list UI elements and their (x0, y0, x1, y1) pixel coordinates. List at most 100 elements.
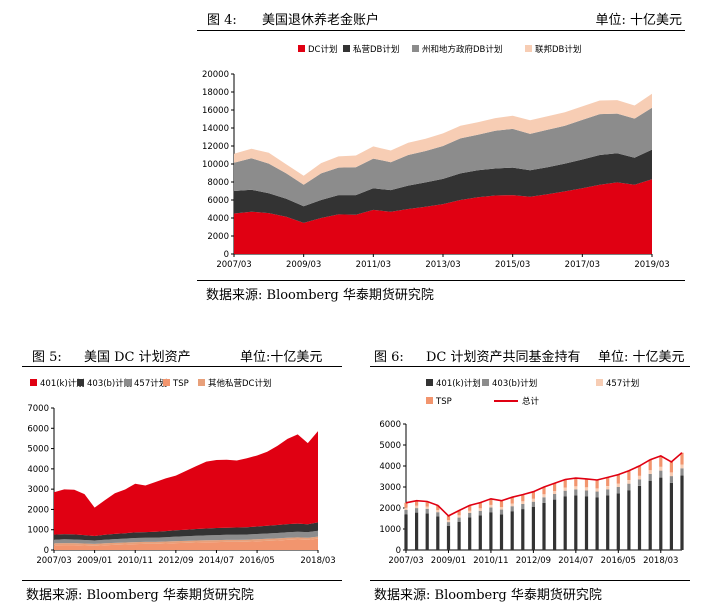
chart6-bar (553, 494, 557, 500)
chart6-bar (499, 514, 504, 550)
chart6-bar (606, 486, 610, 490)
chart6-bar (627, 470, 631, 481)
chart4-y-tick-label: 10000 (202, 160, 229, 170)
chart5-x-tick-label: 2010/11 (118, 556, 153, 566)
chart6-bar (616, 474, 620, 484)
fig4-title-rule (197, 30, 685, 31)
chart6-bar (446, 522, 451, 526)
chart6-bar (574, 486, 578, 490)
chart6-bar (457, 521, 461, 550)
chart6-x-tick-label: 2010/11 (473, 556, 508, 566)
chart6-bar (510, 497, 514, 504)
chart6-bar (680, 452, 684, 465)
chart5-area-series (54, 530, 318, 544)
chart6-bar (637, 486, 642, 550)
chart6-bar (574, 478, 578, 487)
chart4-y-tick-label: 4000 (207, 214, 229, 224)
chart6-bar (648, 473, 652, 481)
chart6-bar (425, 501, 429, 507)
chart6-legend-swatch (426, 397, 433, 404)
chart5-x-tick-label: 2012/09 (158, 556, 193, 566)
chart6-x-tick-label: 2016/05 (601, 556, 636, 566)
chart4-y-tick-label: 6000 (207, 196, 229, 206)
chart4-x-tick-label: 2011/03 (356, 260, 391, 270)
chart6-bar (521, 494, 525, 502)
chart6-bar (616, 493, 620, 550)
chart6-bar (659, 466, 663, 471)
chart5-legend-swatch (163, 379, 170, 386)
chart5-legend-label: 457计划 (134, 378, 167, 389)
chart4-area-series (234, 149, 652, 223)
chart4-x-tick-label: 2009/03 (286, 260, 321, 270)
chart6-legend-swatch (482, 379, 489, 386)
chart6-bar (521, 509, 525, 550)
chart6-bar (659, 470, 663, 478)
chart6-bar (553, 491, 557, 494)
chart6-bar (595, 491, 599, 498)
chart6-bar (404, 502, 408, 508)
chart5-x-tick-label: 2016/05 (239, 556, 274, 566)
chart6-bar (499, 509, 504, 515)
chart4-legend-swatch (298, 45, 305, 52)
chart6-bar (542, 487, 546, 495)
chart4-legend-swatch (412, 45, 419, 52)
chart5-legend-swatch (77, 379, 84, 386)
chart4-x-tick-label: 2015/03 (495, 260, 530, 270)
chart6-bar (531, 501, 535, 507)
chart6-x-tick-label: 2009/01 (431, 556, 466, 566)
chart6: 401(k)计划 403(b)计划 457计划 TSP 总计 0 1000 2000 3000 4… (379, 378, 684, 566)
chart6-bar (510, 503, 514, 507)
chart6-bar (531, 498, 535, 502)
chart5-y-tick-label: 2000 (27, 505, 49, 515)
chart6-bar (584, 487, 589, 491)
chart6-legend-label: 403(b)计划 (492, 378, 537, 389)
fig4-title-number: 图 4: (207, 13, 237, 28)
chart5-legend-label: 403(b)计划 (87, 378, 132, 389)
chart6-bar (510, 506, 514, 512)
chart6-y-tick-label: 5000 (379, 441, 401, 451)
chart6-bar (680, 475, 684, 550)
chart6-x-tick-label: 2018/03 (643, 556, 678, 566)
chart5-x-tick-label: 2018/03 (300, 556, 335, 566)
chart5-legend-label: TSP (172, 379, 189, 389)
chart5-area-series (54, 431, 318, 536)
chart6-bar (478, 510, 482, 516)
fig4-title: 美国退休养老金账户 (262, 13, 380, 28)
chart6-bar (637, 465, 642, 476)
chart6-bar (669, 482, 673, 550)
chart6-bar (574, 495, 578, 550)
chart6-bar (627, 483, 631, 491)
chart6-bar (415, 512, 419, 550)
chart6-bar (648, 470, 652, 474)
chart6-bar (616, 483, 620, 487)
chart6-bar (542, 502, 546, 551)
chart4: DC计划 私营DB计划 州和地方政府DB计划 联邦DB计划 0 2000 4000 6000 8… (202, 44, 670, 270)
chart6-y-tick-label: 2000 (379, 504, 401, 514)
chart6-bar (637, 479, 642, 486)
chart6-x-tick-label: 2014/07 (558, 556, 593, 566)
chart5-y-tick-label: 5000 (27, 445, 49, 455)
chart5-y-tick-label: 3000 (27, 485, 49, 495)
chart4-y-tick-label: 18000 (202, 88, 229, 98)
chart6-bar (499, 500, 504, 507)
chart6-bar (446, 520, 451, 523)
chart6-legend-label: 401(k)计划 (436, 378, 481, 389)
chart6-legend-label: 总计 (522, 396, 540, 407)
chart4-x-tick-label: 2019/03 (634, 260, 669, 270)
fig4-source: 数据来源: Bloomberg 华泰期货研究院 (206, 288, 434, 303)
chart6-bar (680, 468, 684, 476)
chart6-bar (584, 490, 589, 497)
chart6-bar (680, 464, 684, 469)
chart5-y-tick-label: 4000 (27, 465, 49, 475)
chart6-bar (606, 477, 610, 486)
fig5-source: 数据来源: Bloomberg 华泰期货研究院 (26, 588, 254, 603)
chart6-bar (627, 480, 631, 484)
chart6-bar (606, 489, 610, 496)
chart6-bar (436, 512, 440, 517)
chart6-bar (468, 505, 472, 511)
chart4-x-tick-label: 2007/03 (216, 260, 251, 270)
chart5-y-tick-label: 0 (44, 546, 49, 556)
chart4-y-tick-label: 16000 (202, 106, 229, 116)
fig5-title-number: 图 5: (32, 350, 62, 365)
chart6-bar (489, 512, 493, 550)
